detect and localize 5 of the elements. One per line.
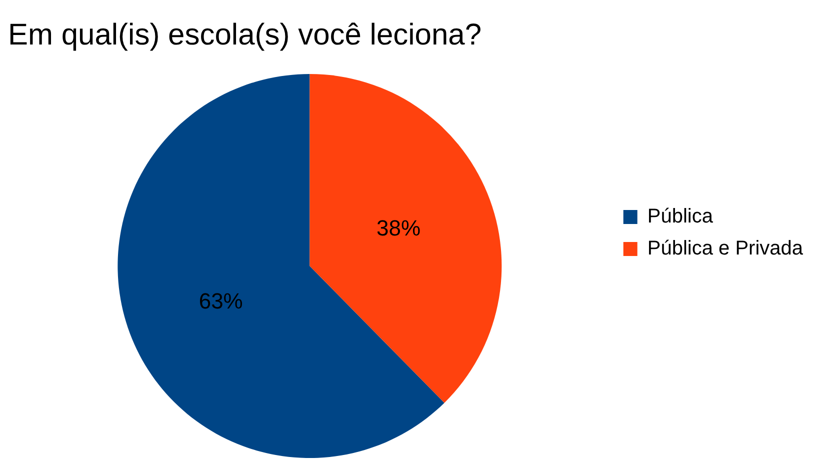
data-label: 63% — [198, 288, 243, 314]
legend-label: Pública e Privada — [647, 238, 804, 260]
legend-label: Pública — [647, 206, 714, 228]
data-label: 38% — [376, 216, 421, 241]
chart-title: Em qual(is) escola(s) você leciona? — [8, 18, 482, 52]
